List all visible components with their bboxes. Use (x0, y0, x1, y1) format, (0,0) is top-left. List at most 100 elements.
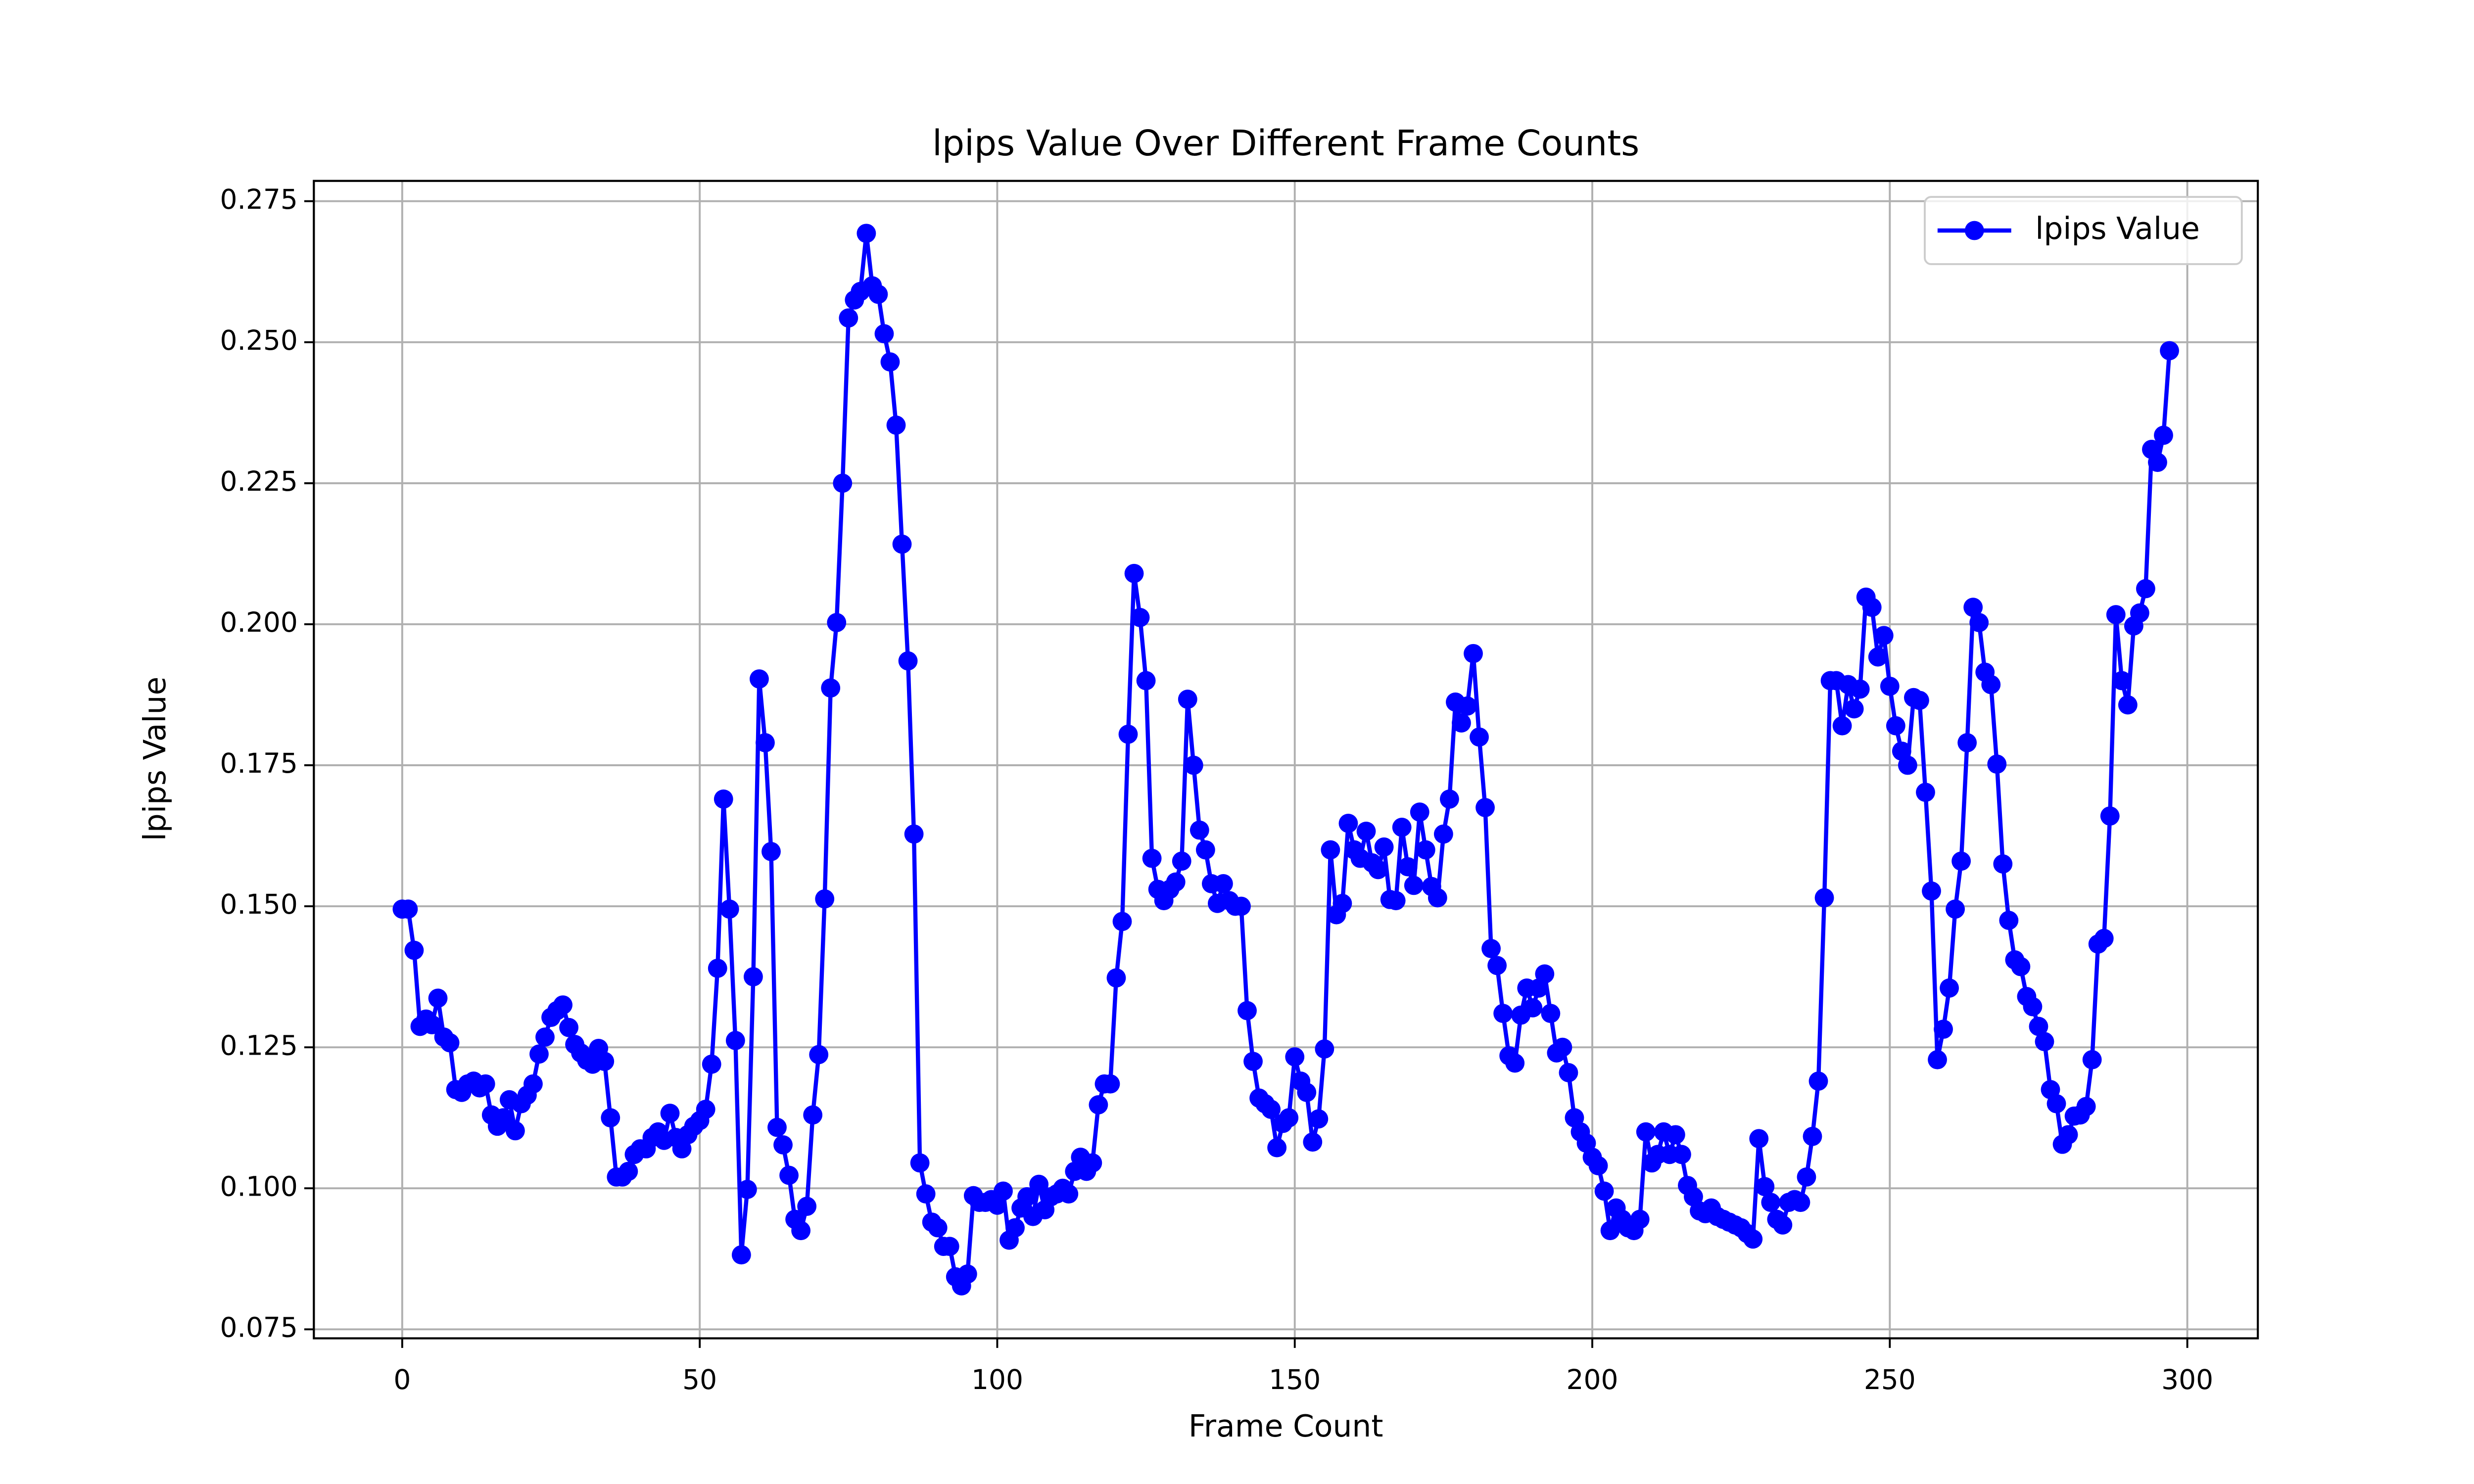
data-point (821, 678, 841, 698)
data-point (1106, 968, 1126, 988)
data-point (505, 1121, 525, 1141)
data-point (1083, 1153, 1102, 1173)
y-axis-label: lpips Value (138, 677, 173, 841)
data-point (595, 1052, 615, 1071)
data-point (797, 1197, 817, 1216)
data-point (1594, 1181, 1614, 1201)
data-point (1303, 1132, 1323, 1152)
data-point (1493, 1004, 1513, 1023)
data-point (880, 352, 900, 372)
data-point (756, 733, 775, 752)
data-point (886, 416, 906, 435)
data-point (1916, 783, 1935, 802)
data-point (428, 988, 448, 1008)
data-point (1112, 912, 1132, 931)
data-point (910, 1153, 930, 1173)
data-point (761, 842, 781, 861)
data-point (957, 1264, 977, 1284)
data-point (1886, 716, 1905, 736)
data-point (1934, 1020, 1953, 1039)
data-point (1761, 1193, 1781, 1212)
data-point (1940, 978, 1959, 998)
data-point (1142, 848, 1162, 868)
data-point (916, 1184, 936, 1204)
data-point (1963, 598, 1983, 617)
data-point (2076, 1097, 2096, 1116)
data-point (1332, 893, 1352, 913)
data-point (1987, 754, 2007, 774)
data-point (1005, 1218, 1025, 1238)
data-point (1392, 818, 1412, 837)
data-point (2160, 341, 2179, 361)
data-point (1356, 821, 1376, 841)
data-point (1427, 888, 1447, 908)
chart-title: lpips Value Over Different Frame Counts (932, 123, 1639, 164)
data-point (702, 1054, 721, 1074)
data-point (1059, 1184, 1079, 1204)
data-point (2082, 1050, 2102, 1069)
data-point (940, 1237, 959, 1256)
data-point (1630, 1209, 1650, 1229)
data-point (773, 1135, 793, 1155)
data-point (2130, 603, 2149, 623)
data-point (708, 959, 727, 978)
data-point (1195, 840, 1215, 860)
data-point (1136, 671, 1156, 691)
data-point (1166, 872, 1186, 892)
data-point (791, 1221, 811, 1241)
data-point (1880, 676, 1900, 696)
data-point (833, 473, 853, 493)
data-point (1416, 840, 1435, 860)
data-point (2118, 695, 2138, 715)
data-point (535, 1027, 555, 1047)
y-tick-label: 0.125 (220, 1029, 297, 1061)
data-point (2136, 579, 2155, 599)
data-point (1214, 874, 1233, 893)
data-point (1874, 626, 1894, 646)
data-point (422, 1015, 442, 1034)
data-point (1297, 1082, 1317, 1102)
data-point (904, 824, 924, 844)
data-point (898, 651, 918, 671)
legend-marker (1964, 221, 1984, 240)
data-point (493, 1108, 513, 1128)
data-point (1671, 1145, 1691, 1164)
data-point (1172, 851, 1191, 871)
data-point (1118, 724, 1138, 744)
data-point (529, 1044, 549, 1064)
data-point (1505, 1053, 1525, 1073)
data-point (1243, 1052, 1263, 1071)
ticks: 0 50 100 150 200 250 300 0.075 0.100 0.125 0.150 0.… (220, 184, 2213, 1395)
data-point (1285, 1047, 1305, 1067)
data-point (1470, 727, 1489, 747)
data-point (523, 1074, 543, 1094)
data-point (1309, 1109, 1329, 1129)
y-tick-label: 0.175 (220, 747, 297, 779)
data-point (725, 1031, 745, 1050)
data-point (1458, 696, 1477, 716)
axes-frame (313, 180, 2259, 1340)
data-point (398, 899, 418, 919)
data-point (1588, 1156, 1608, 1176)
y-tick-label: 0.075 (220, 1311, 297, 1343)
data-point (1124, 563, 1144, 583)
data-point (1553, 1037, 1572, 1057)
data-point (1541, 1004, 1561, 1023)
data-point (1981, 675, 2001, 695)
data-point (1910, 691, 1929, 710)
data-point (731, 1245, 751, 1265)
data-point (1808, 1071, 1828, 1091)
data-point (1951, 851, 1971, 871)
x-tick-label: 0 (393, 1364, 411, 1395)
data-point (1398, 857, 1418, 877)
data-point (714, 789, 733, 809)
data-point (660, 1104, 680, 1123)
data-point (767, 1117, 787, 1137)
data-point (1523, 998, 1543, 1018)
data-point (2011, 957, 2031, 976)
data-point (1267, 1138, 1287, 1158)
data-point (874, 324, 894, 344)
data-point (1433, 824, 1453, 844)
data-point (856, 224, 876, 243)
